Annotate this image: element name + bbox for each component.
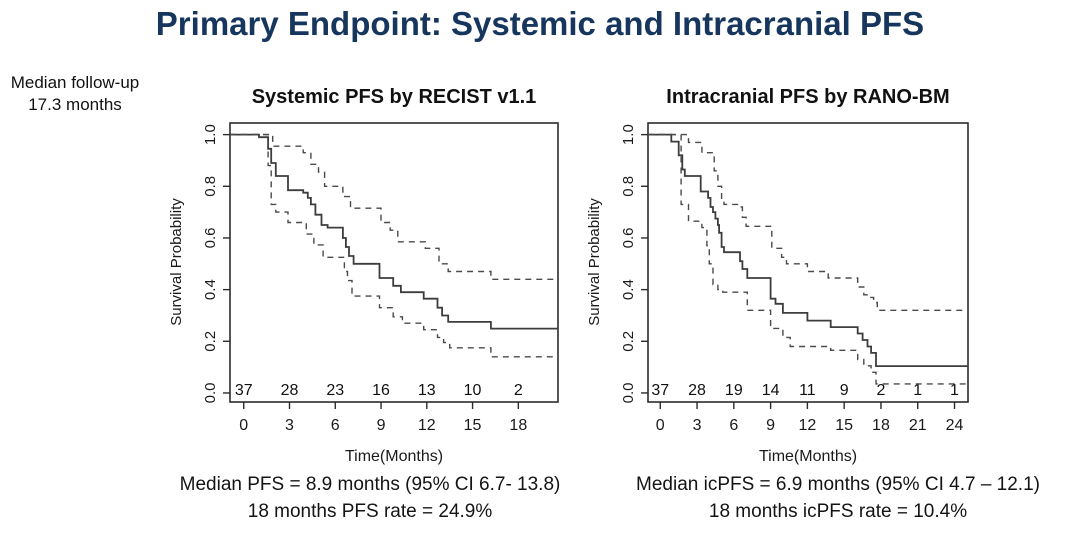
svg-text:12: 12: [418, 417, 436, 434]
svg-text:1.0: 1.0: [620, 124, 637, 145]
median-icpfs-stat: Median icPFS = 6.9 months (95% CI 4.7 – …: [636, 474, 1040, 495]
x-axis-label-systemic: Time(Months): [344, 448, 444, 465]
svg-text:3: 3: [285, 417, 294, 434]
svg-text:0.8: 0.8: [620, 176, 637, 197]
svg-text:0.4: 0.4: [202, 279, 219, 300]
svg-text:0.0: 0.0: [202, 383, 219, 404]
svg-text:15: 15: [464, 417, 482, 434]
y-axis-label-systemic: Survival Probability: [168, 198, 185, 326]
svg-text:12: 12: [798, 417, 816, 434]
svg-text:15: 15: [835, 417, 853, 434]
svg-text:0: 0: [239, 417, 248, 434]
svg-text:0.0: 0.0: [620, 383, 637, 404]
svg-text:28: 28: [688, 382, 706, 399]
svg-text:6: 6: [331, 417, 340, 434]
svg-text:9: 9: [377, 417, 386, 434]
x-axis-label-intracranial: Time(Months): [758, 448, 858, 465]
page-title: Primary Endpoint: Systemic and Intracran…: [155, 5, 925, 42]
svg-text:2: 2: [514, 382, 523, 399]
followup-note-line1: Median follow-up: [10, 73, 140, 92]
svg-text:16: 16: [372, 382, 390, 399]
svg-text:24: 24: [946, 417, 964, 434]
followup-note: Median follow-up 17.3 months: [0, 72, 150, 116]
svg-text:37: 37: [235, 382, 253, 399]
svg-text:14: 14: [762, 382, 780, 399]
svg-text:18: 18: [872, 417, 890, 434]
median-pfs-stat: Median PFS = 8.9 months (95% CI 6.7- 13.…: [179, 474, 561, 495]
svg-text:1: 1: [950, 382, 959, 399]
svg-text:1.0: 1.0: [202, 124, 219, 145]
svg-text:28: 28: [281, 382, 299, 399]
svg-text:18: 18: [509, 417, 527, 434]
svg-text:1: 1: [913, 382, 922, 399]
y-axis-label-intracranial: Survival Probability: [586, 198, 603, 326]
svg-text:21: 21: [909, 417, 927, 434]
caption-systemic: Median PFS = 8.9 months (95% CI 6.7- 13.…: [108, 471, 632, 525]
svg-text:10: 10: [464, 382, 482, 399]
chart-title-intracranial-pfs: Intracranial PFS by RANO-BM: [666, 86, 950, 108]
caption-intracranial: Median icPFS = 6.9 months (95% CI 4.7 – …: [596, 471, 1080, 525]
pfs-rate-stat: 18 months PFS rate = 24.9%: [247, 501, 493, 522]
svg-text:23: 23: [326, 382, 344, 399]
svg-text:0.4: 0.4: [620, 279, 637, 300]
svg-text:0.2: 0.2: [202, 331, 219, 352]
svg-text:2: 2: [876, 382, 885, 399]
km-plot-systemic: 0.0 0.2 0.4 0.6 0.8 1.0 0 3 6 9 12 15 18 37 28 23 16 13 10…: [202, 122, 559, 434]
svg-text:0.6: 0.6: [202, 228, 219, 249]
followup-note-line2: 17.3 months: [28, 95, 122, 114]
svg-text:9: 9: [840, 382, 849, 399]
svg-text:6: 6: [729, 417, 738, 434]
svg-text:13: 13: [418, 382, 436, 399]
icpfs-rate-stat: 18 months icPFS rate = 10.4%: [708, 501, 968, 522]
svg-text:37: 37: [651, 382, 669, 399]
svg-text:9: 9: [766, 417, 775, 434]
svg-text:0.6: 0.6: [620, 228, 637, 249]
svg-text:0.8: 0.8: [202, 176, 219, 197]
svg-text:0: 0: [656, 417, 665, 434]
svg-text:11: 11: [799, 382, 816, 399]
svg-text:0.2: 0.2: [620, 331, 637, 352]
chart-title-systemic-pfs: Systemic PFS by RECIST v1.1: [251, 86, 537, 108]
svg-text:19: 19: [725, 382, 743, 399]
svg-text:3: 3: [693, 417, 702, 434]
